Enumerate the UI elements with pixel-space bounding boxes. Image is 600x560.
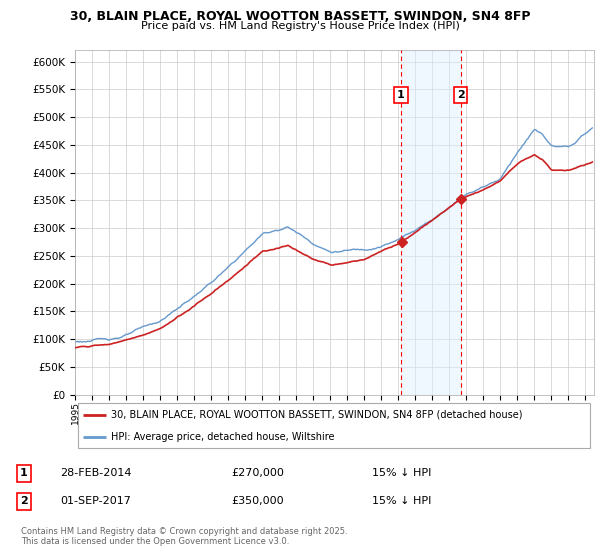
FancyBboxPatch shape (77, 403, 590, 448)
Text: £270,000: £270,000 (232, 468, 284, 478)
Text: 01-SEP-2017: 01-SEP-2017 (61, 496, 131, 506)
Text: 15% ↓ HPI: 15% ↓ HPI (373, 468, 431, 478)
Text: 1: 1 (397, 90, 405, 100)
Text: £350,000: £350,000 (232, 496, 284, 506)
Text: 30, BLAIN PLACE, ROYAL WOOTTON BASSETT, SWINDON, SN4 8FP: 30, BLAIN PLACE, ROYAL WOOTTON BASSETT, … (70, 10, 530, 22)
Text: 15% ↓ HPI: 15% ↓ HPI (373, 496, 431, 506)
Text: Price paid vs. HM Land Registry's House Price Index (HPI): Price paid vs. HM Land Registry's House … (140, 21, 460, 31)
Text: 30, BLAIN PLACE, ROYAL WOOTTON BASSETT, SWINDON, SN4 8FP (detached house): 30, BLAIN PLACE, ROYAL WOOTTON BASSETT, … (112, 409, 523, 419)
Text: Contains HM Land Registry data © Crown copyright and database right 2025.: Contains HM Land Registry data © Crown c… (21, 527, 347, 536)
Text: 2: 2 (20, 496, 28, 506)
Text: This data is licensed under the Open Government Licence v3.0.: This data is licensed under the Open Gov… (21, 537, 289, 546)
Text: 2: 2 (457, 90, 464, 100)
Text: 1: 1 (20, 468, 28, 478)
Text: 28-FEB-2014: 28-FEB-2014 (60, 468, 132, 478)
Text: HPI: Average price, detached house, Wiltshire: HPI: Average price, detached house, Wilt… (112, 432, 335, 442)
Bar (401, 50, 461, 395)
